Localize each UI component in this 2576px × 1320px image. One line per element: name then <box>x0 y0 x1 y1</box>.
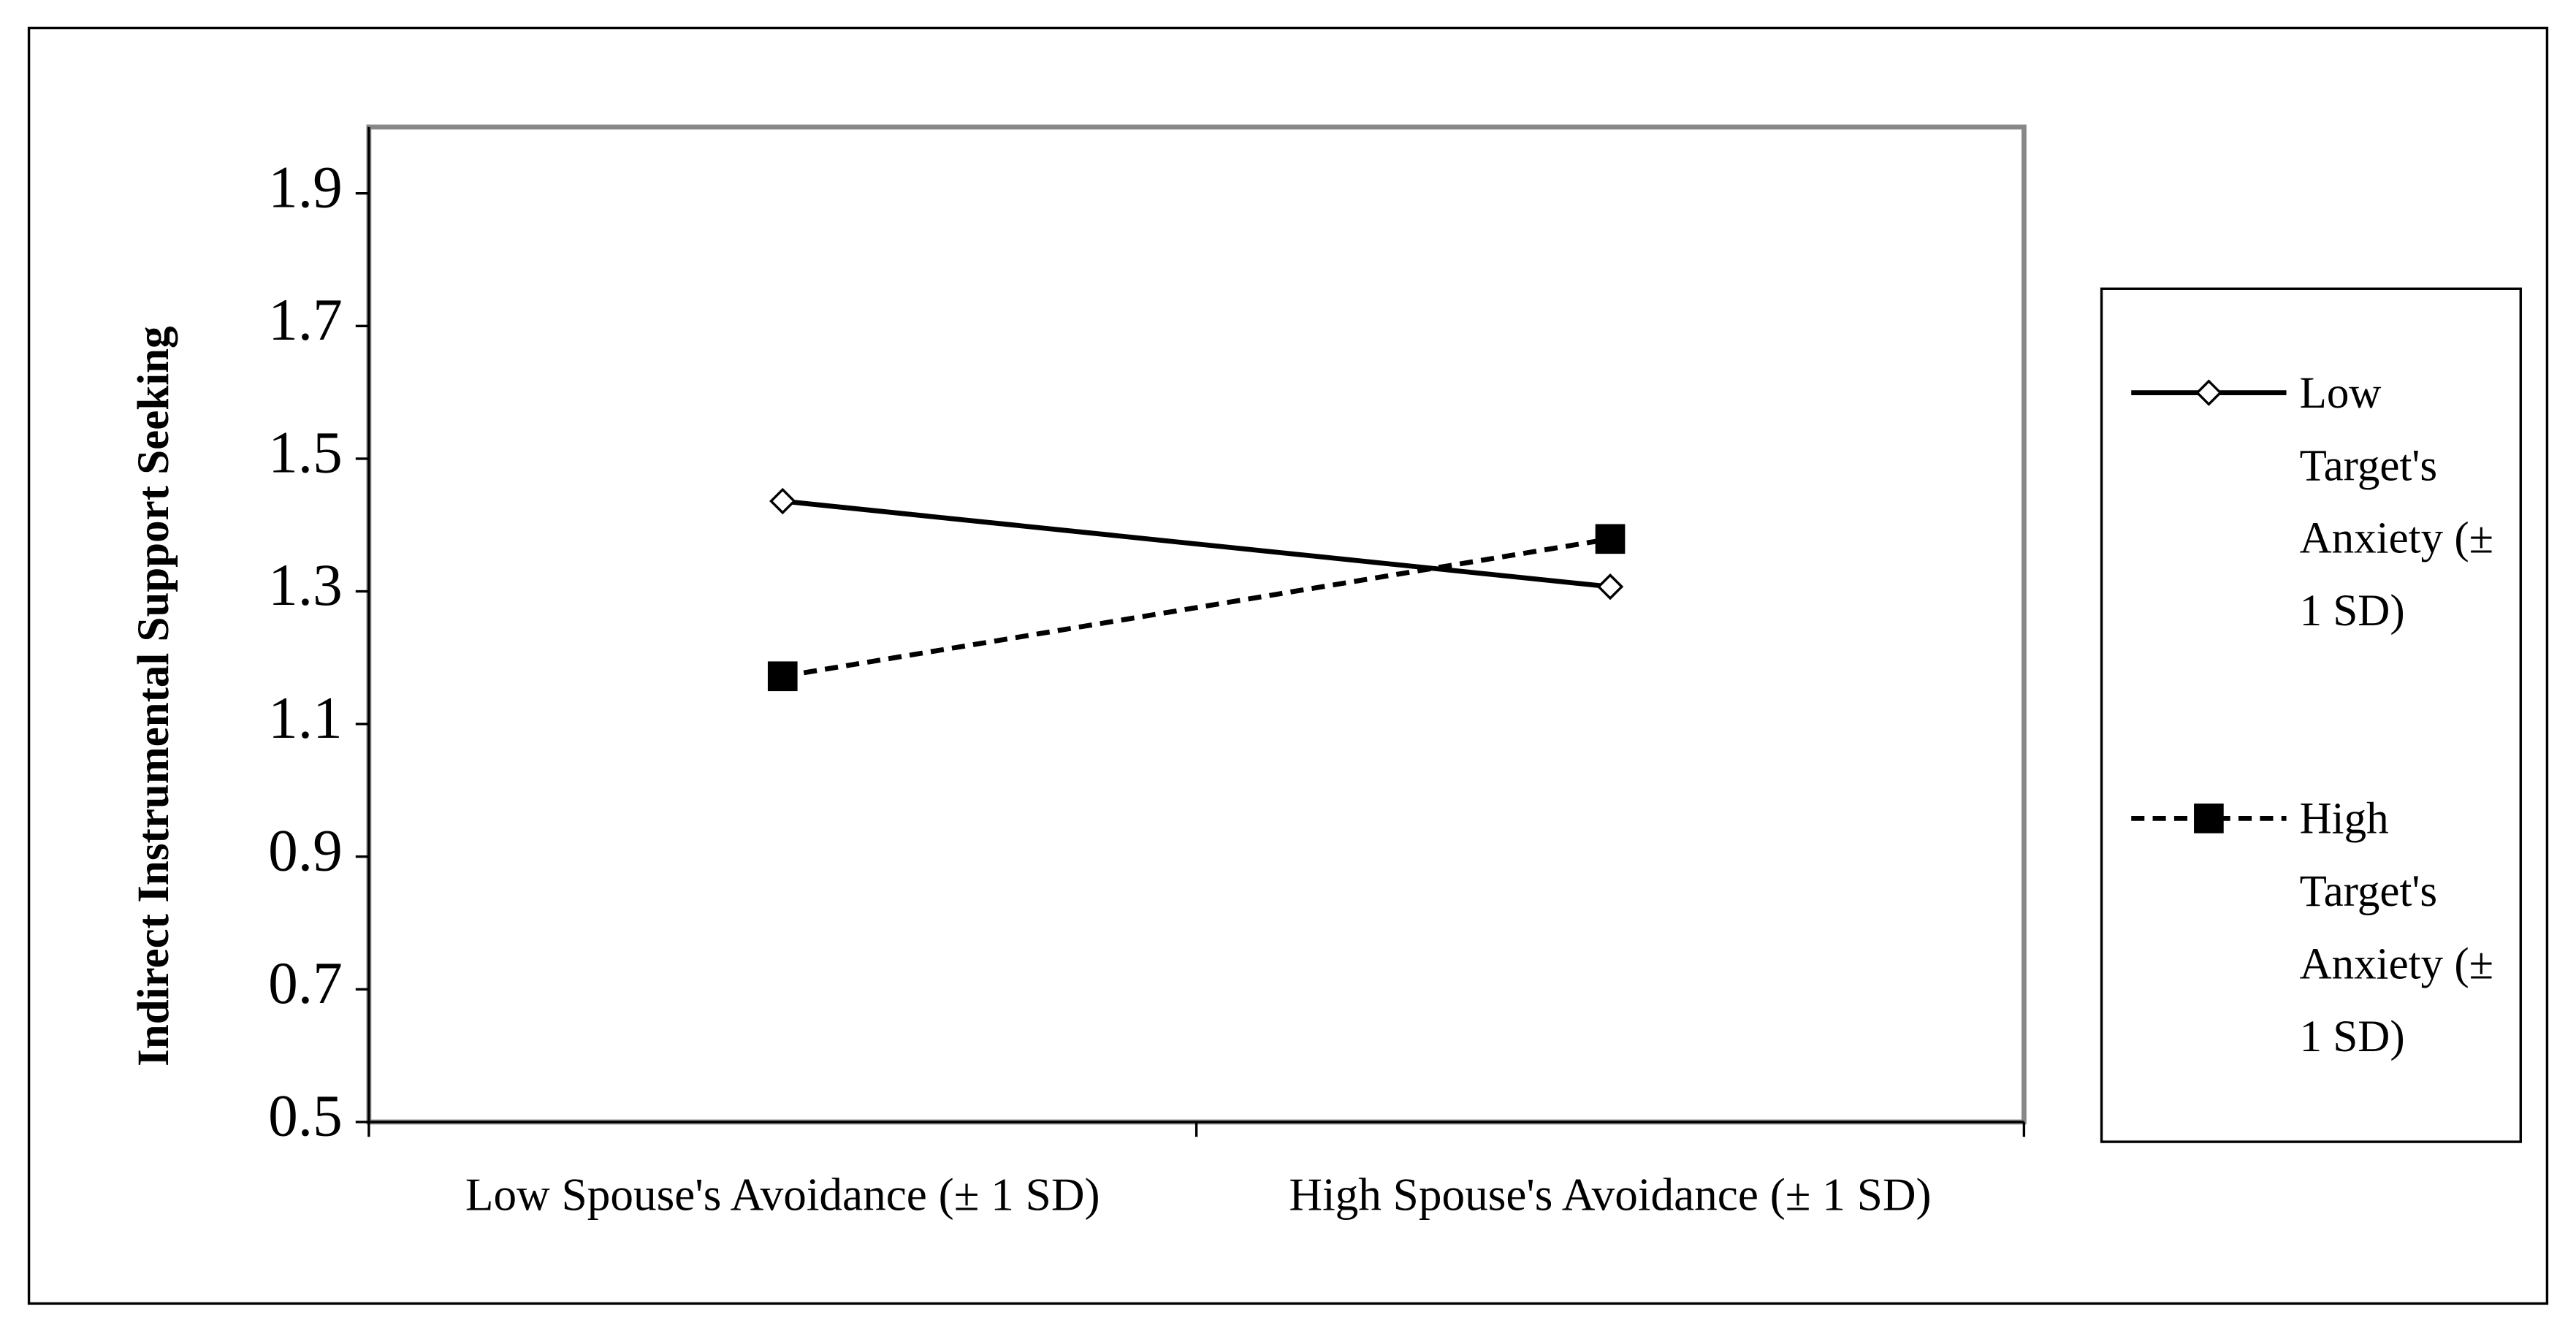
y-tick-label: 1.5 <box>268 420 343 486</box>
marker <box>767 661 798 692</box>
x-tick-label: High Spouse's Avoidance (± 1 SD) <box>1289 1170 1931 1221</box>
y-tick-label: 0.7 <box>268 950 343 1016</box>
legend-label: High Target's Anxiety (± 1 SD) <box>2299 793 2494 1061</box>
y-tick-label: 1.7 <box>268 287 343 353</box>
series-line <box>782 536 1611 679</box>
y-axis-title: Indirect Instrumental Support Seeking <box>129 326 178 1066</box>
legend-marker <box>2194 804 2224 833</box>
y-tick-label: 0.9 <box>268 817 343 883</box>
legend-box <box>2100 287 2522 1143</box>
y-tick-label: 1.3 <box>268 552 343 618</box>
y-tick-label: 1.9 <box>268 154 343 220</box>
legend-label: Low Target's Anxiety (± 1 SD) <box>2299 367 2494 636</box>
marker <box>1596 573 1624 600</box>
series-line <box>782 498 1611 590</box>
legend-entry: High Target's Anxiety (± 1 SD) <box>2299 793 2494 1061</box>
marker <box>1595 524 1626 554</box>
y-tick-label: 1.1 <box>268 685 343 751</box>
y-tick-label: 0.5 <box>268 1083 343 1149</box>
x-tick-label: Low Spouse's Avoidance (± 1 SD) <box>465 1170 1100 1221</box>
legend-entry: Low Target's Anxiety (± 1 SD) <box>2299 367 2494 636</box>
legend-marker <box>2195 379 2222 406</box>
marker <box>769 487 796 515</box>
